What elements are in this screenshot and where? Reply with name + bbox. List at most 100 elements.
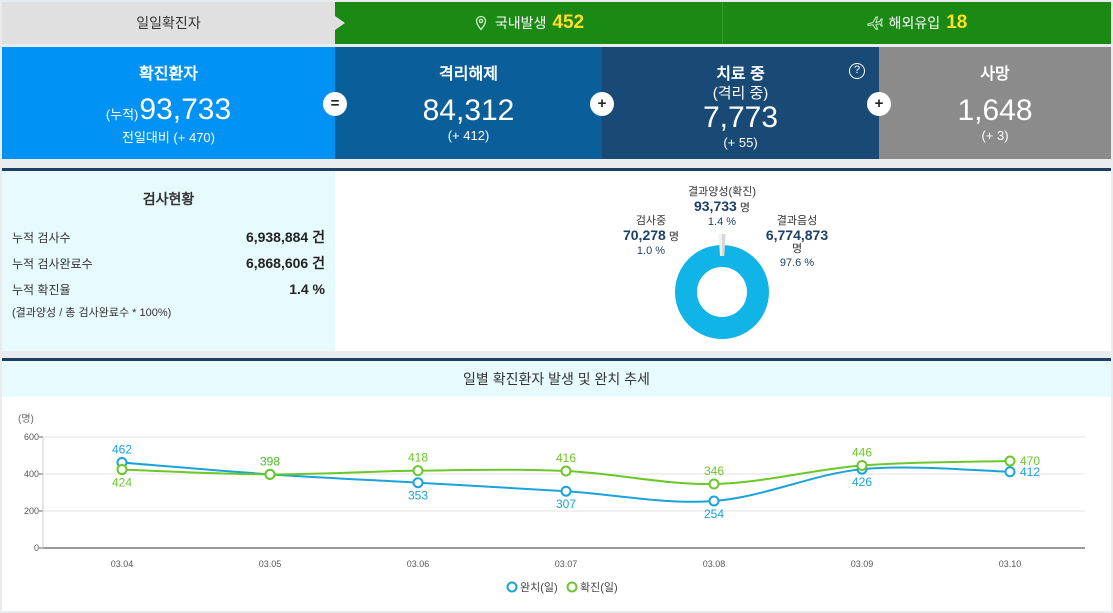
row-value: 6,938,884 건 xyxy=(245,229,325,245)
y-tick-label: 200 xyxy=(24,506,39,516)
confirmed-value: 93,733 xyxy=(139,93,232,126)
confirmed-card: 확진환자 (누적) 93,733 전일대비 (+ 470) xyxy=(2,47,335,159)
pie-label-positive: 결과양성(확진) 93,733 명 1.4 % xyxy=(677,185,767,229)
deaths-title: 사망 xyxy=(980,66,1010,83)
confirmed-change: 전일대비 (+ 470) xyxy=(121,130,215,145)
data-point[interactable] xyxy=(116,464,128,476)
overseas-value: 18 xyxy=(946,12,968,33)
trend-panel: 일별 확진환자 발생 및 완치 추세 (명) 0 200 400 600 03.04 03.… xyxy=(2,358,1111,611)
testing-row: 누적 확진율 1.4 % xyxy=(12,276,325,302)
data-label: 470 xyxy=(1020,454,1040,468)
row-label: 누적 검사완료수 xyxy=(12,256,93,271)
legend-marker[interactable] xyxy=(506,581,518,593)
positive-pct: 1.4 % xyxy=(707,216,737,228)
negative-label: 결과음성 xyxy=(776,215,818,227)
released-title: 격리해제 xyxy=(439,66,498,83)
help-icon[interactable]: ? xyxy=(849,63,865,79)
positive-label: 결과양성(확진) xyxy=(687,186,757,198)
negative-value: 6,774,873 xyxy=(765,227,829,243)
y-axis-label: (명) xyxy=(18,413,34,425)
negative-unit: 명 xyxy=(791,243,803,255)
donut-positive[interactable] xyxy=(722,233,726,257)
testing-title: 검사현황 xyxy=(142,191,195,207)
x-tick-label: 03.07 xyxy=(555,559,578,569)
data-label: 398 xyxy=(260,454,280,468)
x-tick-label: 03.06 xyxy=(407,559,430,569)
confirmed-title: 확진환자 xyxy=(139,66,198,83)
data-label: 446 xyxy=(852,445,872,459)
data-point[interactable] xyxy=(708,478,720,490)
data-label: 307 xyxy=(556,497,576,511)
testing-row: 누적 검사수 6,938,884 건 xyxy=(12,224,325,250)
legend-label[interactable]: 완치(일) xyxy=(520,580,558,594)
confirmed-prefix: (누적) xyxy=(105,107,139,122)
data-label: 416 xyxy=(556,451,576,465)
trend-chart: (명) 0 200 400 600 03.04 03.05 03.06 03.07 03.08 03… xyxy=(18,413,1085,594)
treating-title: 치료 중 xyxy=(716,66,765,83)
data-point[interactable] xyxy=(856,459,868,471)
donut-negative[interactable] xyxy=(675,245,769,339)
pie-label-testing: 검사중 70,278 명 1.0 % xyxy=(613,214,689,258)
overseas-cases: 해외유입 18 xyxy=(723,2,1111,44)
x-tick-label: 03.09 xyxy=(851,559,874,569)
donut-chart xyxy=(675,233,769,339)
data-point[interactable] xyxy=(560,465,572,477)
summary-cards: 확진환자 (누적) 93,733 전일대비 (+ 470) 격리해제 84,31… xyxy=(2,47,1111,159)
donut-testing[interactable] xyxy=(718,234,722,256)
domestic-cases: 국내발생 452 xyxy=(335,2,723,44)
testing-label: 검사중 xyxy=(635,215,667,227)
x-tick-label: 03.05 xyxy=(259,559,282,569)
data-label: 353 xyxy=(408,489,428,503)
released-value: 84,312 xyxy=(422,94,515,127)
positive-value: 93,733 xyxy=(693,198,737,214)
testing-summary: 검사현황 누적 검사수 6,938,884 건 누적 검사완료수 6,868,6… xyxy=(2,171,335,351)
data-point[interactable] xyxy=(1004,466,1016,478)
released-change: (+ 412) xyxy=(447,128,490,143)
testing-panel: 검사현황 누적 검사수 6,938,884 건 누적 검사완료수 6,868,6… xyxy=(2,168,1111,351)
data-label: 418 xyxy=(408,451,428,465)
y-tick-label: 0 xyxy=(34,543,39,553)
plus-icon: + xyxy=(867,92,891,116)
treating-change: (+ 55) xyxy=(723,135,758,150)
legend-label[interactable]: 확진(일) xyxy=(580,580,618,594)
data-point[interactable] xyxy=(708,495,720,507)
data-label: 426 xyxy=(852,475,872,489)
legend-marker[interactable] xyxy=(566,581,578,593)
y-tick-label: 400 xyxy=(24,469,39,479)
x-tick-label: 03.08 xyxy=(703,559,726,569)
location-pin-icon xyxy=(475,15,487,31)
row-value: 6,868,606 건 xyxy=(245,255,325,271)
positive-unit: 명 xyxy=(739,202,750,214)
plus-icon: + xyxy=(590,92,614,116)
data-point[interactable] xyxy=(560,485,572,497)
testing-unit: 명 xyxy=(668,231,679,243)
data-label: 462 xyxy=(112,443,132,457)
daily-cases-label: 일일확진자 xyxy=(2,2,345,44)
y-tick-label: 600 xyxy=(24,432,39,442)
testing-note: (결과양성 / 총 검사완료수 * 100%) xyxy=(12,307,172,319)
data-label: 424 xyxy=(112,476,132,490)
data-point[interactable] xyxy=(412,477,424,489)
data-point[interactable] xyxy=(412,465,424,477)
chart-title: 일별 확진환자 발생 및 완치 추세 xyxy=(2,361,1111,397)
data-label: 412 xyxy=(1020,465,1040,479)
x-tick-label: 03.10 xyxy=(999,559,1022,569)
testing-value: 70,278 xyxy=(622,227,666,243)
pie-label-negative: 결과음성 6,774,873 명 97.6 % xyxy=(753,214,841,270)
data-label: 346 xyxy=(704,464,724,478)
released-card: 격리해제 84,312 (+ 412) xyxy=(335,47,602,159)
row-value: 1.4 % xyxy=(289,281,325,297)
daily-cases-bar: 일일확진자 국내발생 452 해외유입 18 xyxy=(2,2,1111,44)
domestic-value: 452 xyxy=(552,12,585,33)
deaths-change: (+ 3) xyxy=(981,128,1009,143)
data-point[interactable] xyxy=(264,468,276,480)
data-point[interactable] xyxy=(1004,455,1016,467)
testing-donut: 결과양성(확진) 93,733 명 1.4 % 검사중 70,278 명 1.0… xyxy=(335,171,1111,351)
airplane-icon xyxy=(867,16,883,30)
row-label: 누적 검사수 xyxy=(12,230,71,245)
domestic-label: 국내발생 xyxy=(494,15,547,31)
data-label: 398 xyxy=(260,454,280,468)
treating-subtitle: (격리 중) xyxy=(712,85,769,102)
treating-card: 치료 중 (격리 중) 7,773 (+ 55) ? xyxy=(602,47,879,159)
x-tick-label: 03.04 xyxy=(111,559,134,569)
